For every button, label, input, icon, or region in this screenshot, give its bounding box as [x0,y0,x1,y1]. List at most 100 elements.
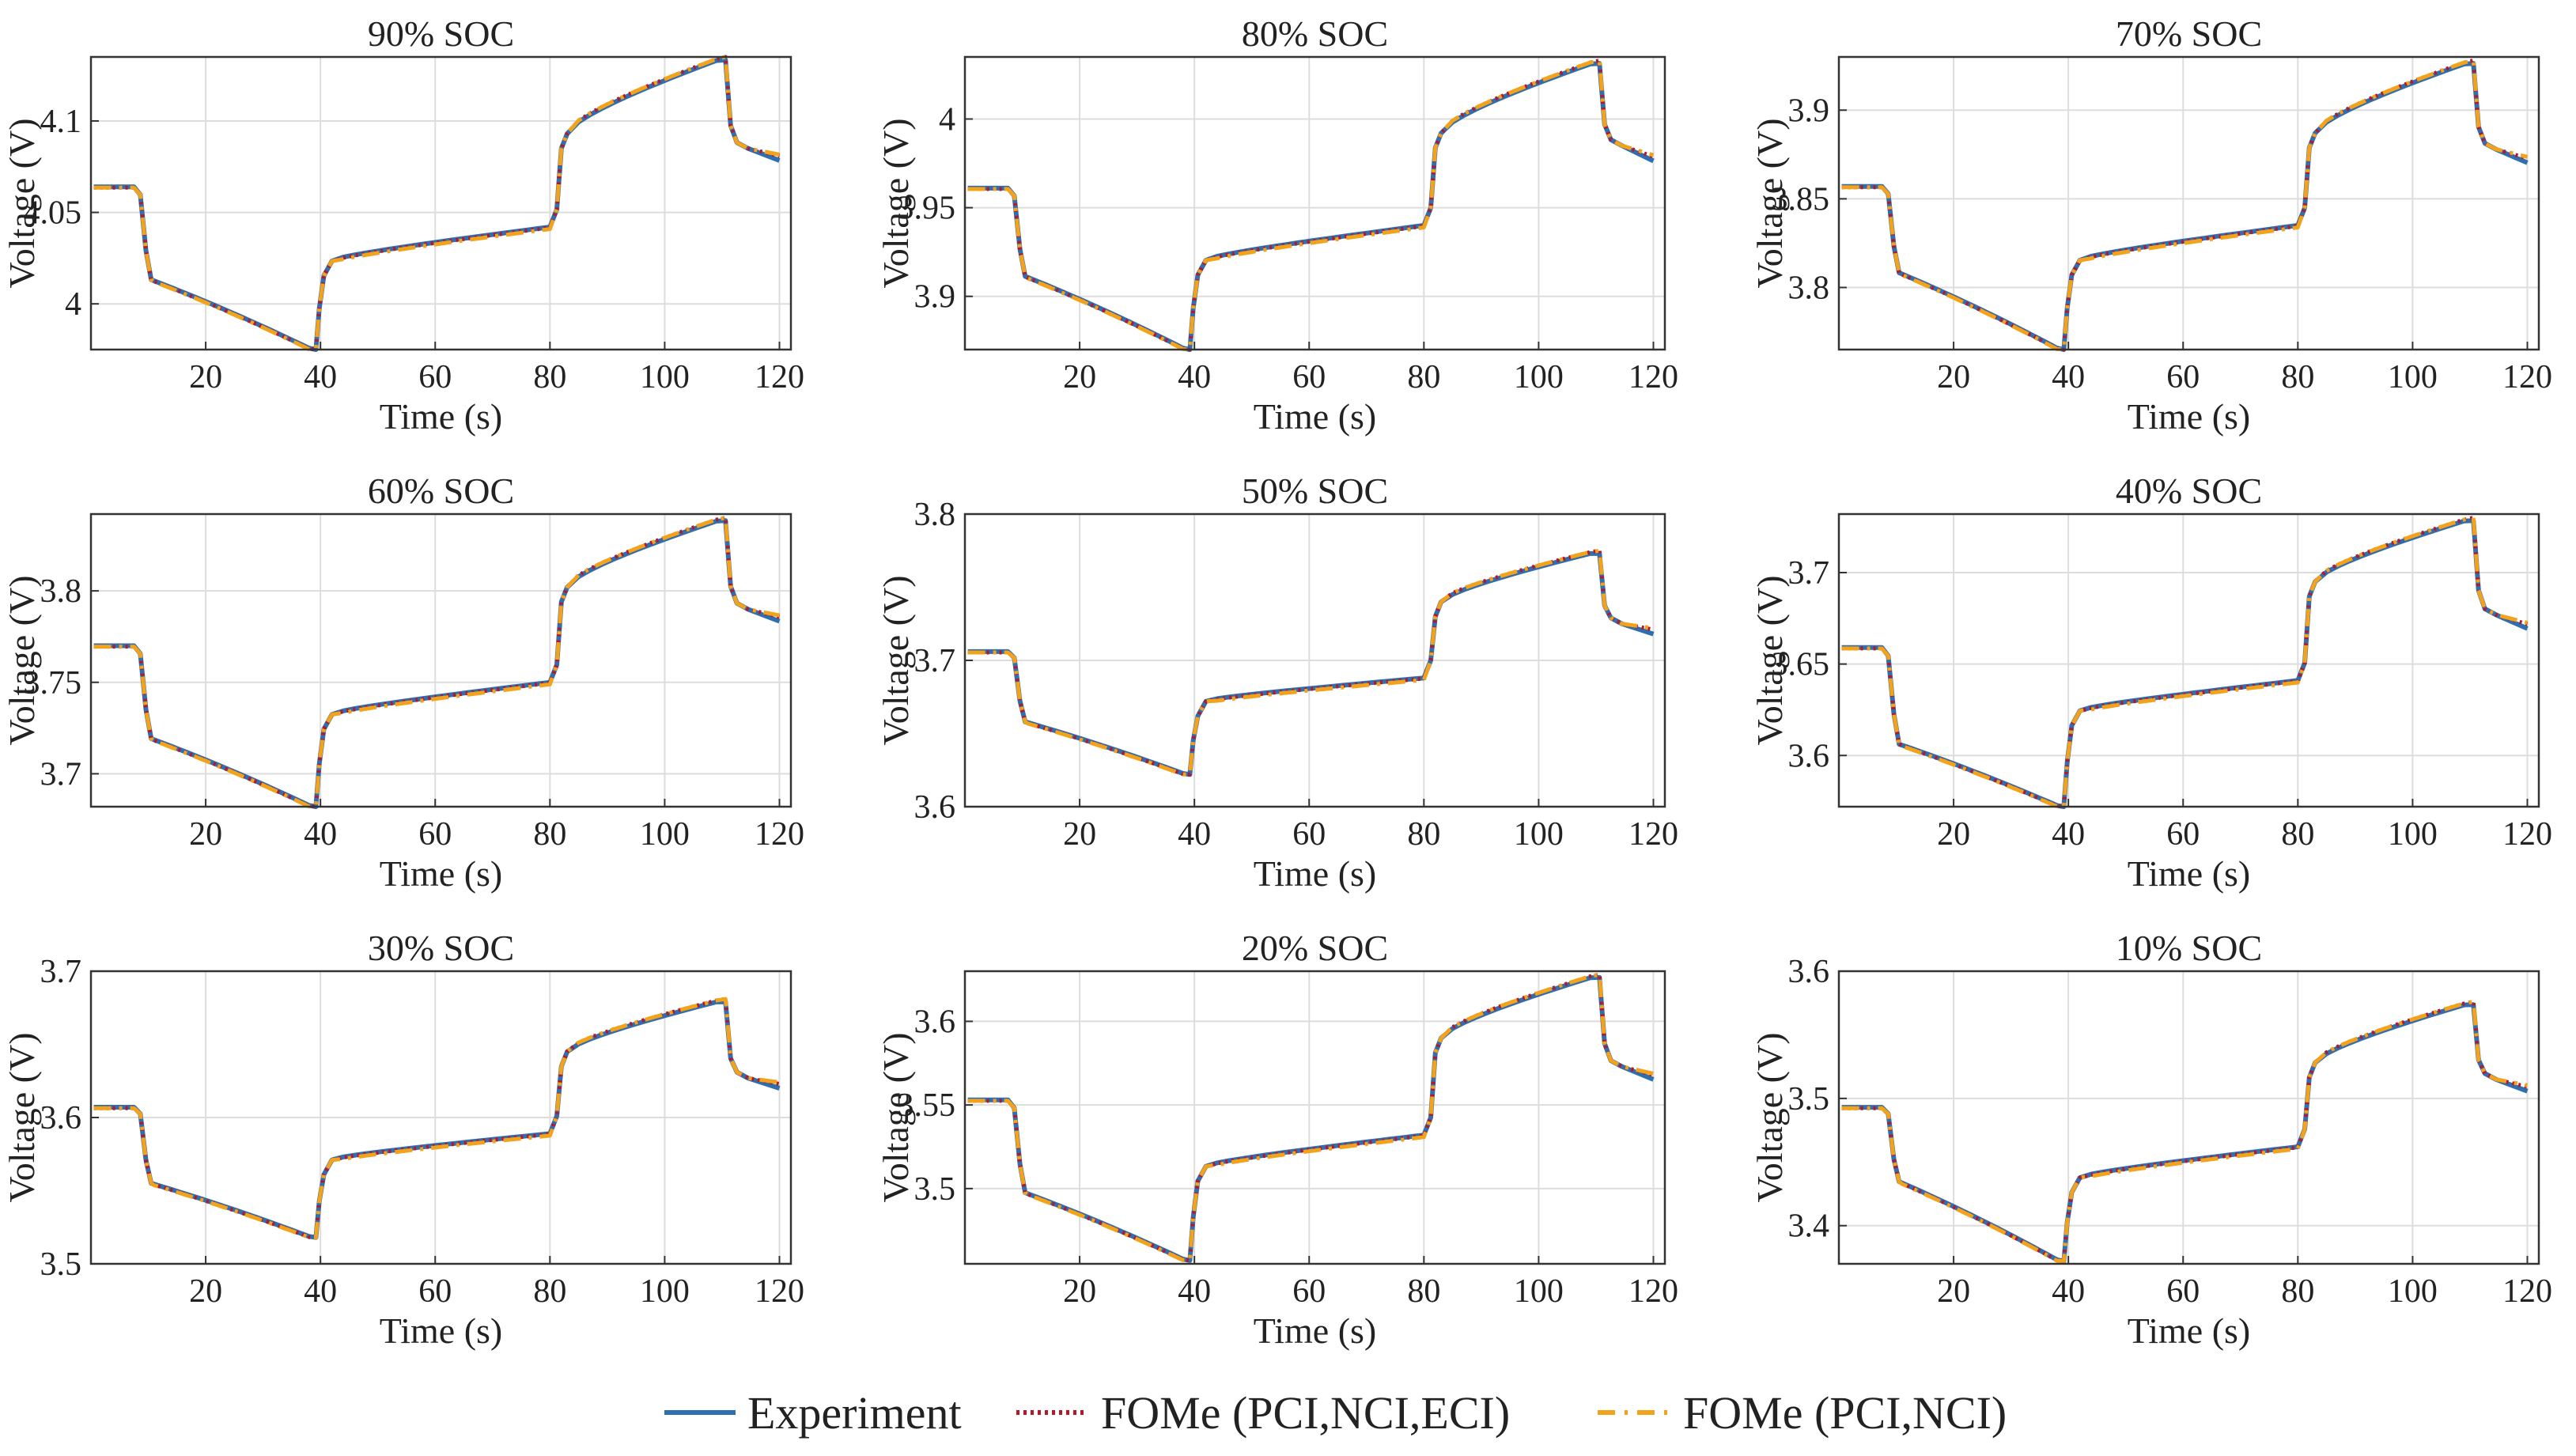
subplot-1: 20 40 60 80 100 120 4 4.05 4.1 90% SOC Time (s) Vol… [2,13,804,437]
axes-box [1837,970,2540,1265]
x-tick-label: 20 [1937,816,1970,853]
y-tick-label: 3.6 [914,1004,956,1040]
series-fome-partial [93,997,780,1240]
y-axis-label: Voltage (V) [2,575,42,745]
axes-box [89,512,792,808]
x-tick-label: 120 [2502,1273,2552,1310]
legend-item-experiment: Experiment [664,1387,962,1439]
y-axis-label: Voltage (V) [2,1032,42,1202]
axes-box [963,970,1666,1265]
series-experiment [1841,1002,2529,1264]
x-tick-label: 40 [1178,1273,1211,1310]
subplot-9: 20 40 60 80 100 120 3.4 3.5 3.6 10% SOC Time (s) Vo… [1749,928,2552,1351]
x-tick-label: 80 [2281,1273,2314,1310]
x-tick-label: 100 [2388,816,2438,853]
y-tick-label: 3.65 [1772,647,1830,683]
x-tick-label: 60 [1292,816,1326,853]
x-tick-label: 60 [1292,359,1326,395]
grid [91,514,791,807]
x-tick-label: 120 [755,359,804,395]
x-tick-label: 40 [2052,1273,2085,1310]
axes-box [1837,512,2540,808]
x-tick-label: 80 [1407,816,1440,853]
y-tick-label: 3.5 [1788,1081,1830,1118]
grid [91,57,791,350]
legend-item-fome-full: FOMe (PCI,NCI,ECI) [1016,1387,1510,1439]
x-tick-label: 120 [755,1273,804,1310]
x-tick-label: 60 [1292,1273,1326,1310]
y-tick-label: 3.6 [914,789,956,826]
x-tick-label: 20 [189,816,222,853]
x-tick-label: 60 [418,359,452,395]
y-axis-label: Voltage (V) [1749,1032,1790,1202]
subplot-4: 20 40 60 80 100 120 3.7 3.75 3.8 60% SOC Time (s) V… [2,471,804,894]
x-tick-label: 60 [2166,359,2200,395]
y-tick-label: 3.6 [1788,954,1830,990]
x-tick-label: 80 [2281,359,2314,395]
x-tick-label: 120 [2502,816,2552,853]
y-tick-label: 4.05 [24,195,82,232]
x-tick-label: 120 [2502,359,2552,395]
x-tick-label: 20 [1063,359,1096,395]
axes-box [1837,55,2540,351]
series-fome-full [93,516,781,809]
x-tick-label: 20 [1063,816,1096,853]
axes-box [89,55,792,351]
y-tick-label: 3.85 [1772,181,1830,217]
x-axis-label: Time (s) [2128,853,2251,894]
x-tick-label: 40 [304,1273,337,1310]
y-axis-label: Voltage (V) [876,118,916,288]
subplot-3: 20 40 60 80 100 120 3.8 3.85 3.9 70% SOC Time (s) V… [1749,13,2552,437]
x-tick-label: 40 [1178,359,1211,395]
x-tick-label: 40 [1178,816,1211,853]
y-axis-label: Voltage (V) [1749,575,1790,745]
y-tick-label: 3.9 [914,279,956,316]
grid [91,970,791,1265]
series-fome-partial [1841,1000,2528,1264]
x-tick-label: 100 [640,816,690,853]
y-tick-label: 4 [939,101,955,138]
x-tick-label: 40 [304,816,337,853]
x-tick-label: 120 [755,816,804,853]
grid [1839,57,2539,350]
subplot-2: 20 40 60 80 100 120 3.9 3.95 4 80% SOC Time (s) Vol… [876,13,1678,437]
y-tick-label: 3.4 [1788,1208,1830,1245]
y-tick-label: 3.7 [40,954,82,990]
x-tick-label: 80 [533,1273,566,1310]
subplot-title: 10% SOC [2116,928,2262,968]
series-fome-partial [93,55,780,352]
series-fome-full [967,59,1655,352]
y-tick-label: 3.55 [898,1087,956,1124]
series-fome-full [93,55,781,352]
x-axis-label: Time (s) [380,853,503,894]
y-tick-label: 3.8 [1788,270,1830,307]
y-tick-label: 3.7 [914,643,956,679]
x-tick-label: 120 [1628,1273,1678,1310]
series-fome-full [1841,59,2529,352]
subplot-title: 90% SOC [368,13,514,54]
series-experiment [93,518,781,809]
x-tick-label: 80 [2281,816,2314,853]
grid [965,971,1665,1264]
x-tick-label: 40 [2052,359,2085,395]
y-tick-label: 3.6 [1788,738,1830,774]
x-tick-label: 60 [2166,816,2200,853]
x-tick-label: 80 [1407,359,1440,395]
subplot-grid: 20 40 60 80 100 120 4 4.05 4.1 90% SOC Time (s) Vol… [2,13,2552,1351]
x-tick-label: 100 [640,359,690,395]
x-axis-label: Time (s) [380,396,503,437]
series-experiment [93,57,781,352]
y-tick-label: 3.7 [40,756,82,792]
y-tick-label: 3.5 [914,1171,956,1208]
x-tick-label: 120 [1628,816,1678,853]
y-tick-label: 3.95 [898,191,956,227]
x-tick-label: 80 [533,816,566,853]
x-tick-label: 80 [1407,1273,1440,1310]
y-tick-label: 3.8 [914,497,956,533]
x-tick-label: 60 [418,1273,452,1310]
x-tick-label: 80 [533,359,566,395]
series-fome-partial [967,548,1654,777]
x-tick-label: 40 [2052,816,2085,853]
subplot-5: 20 40 60 80 100 120 3.6 3.7 3.8 50% SOC Time (s) Vo… [876,471,1678,894]
